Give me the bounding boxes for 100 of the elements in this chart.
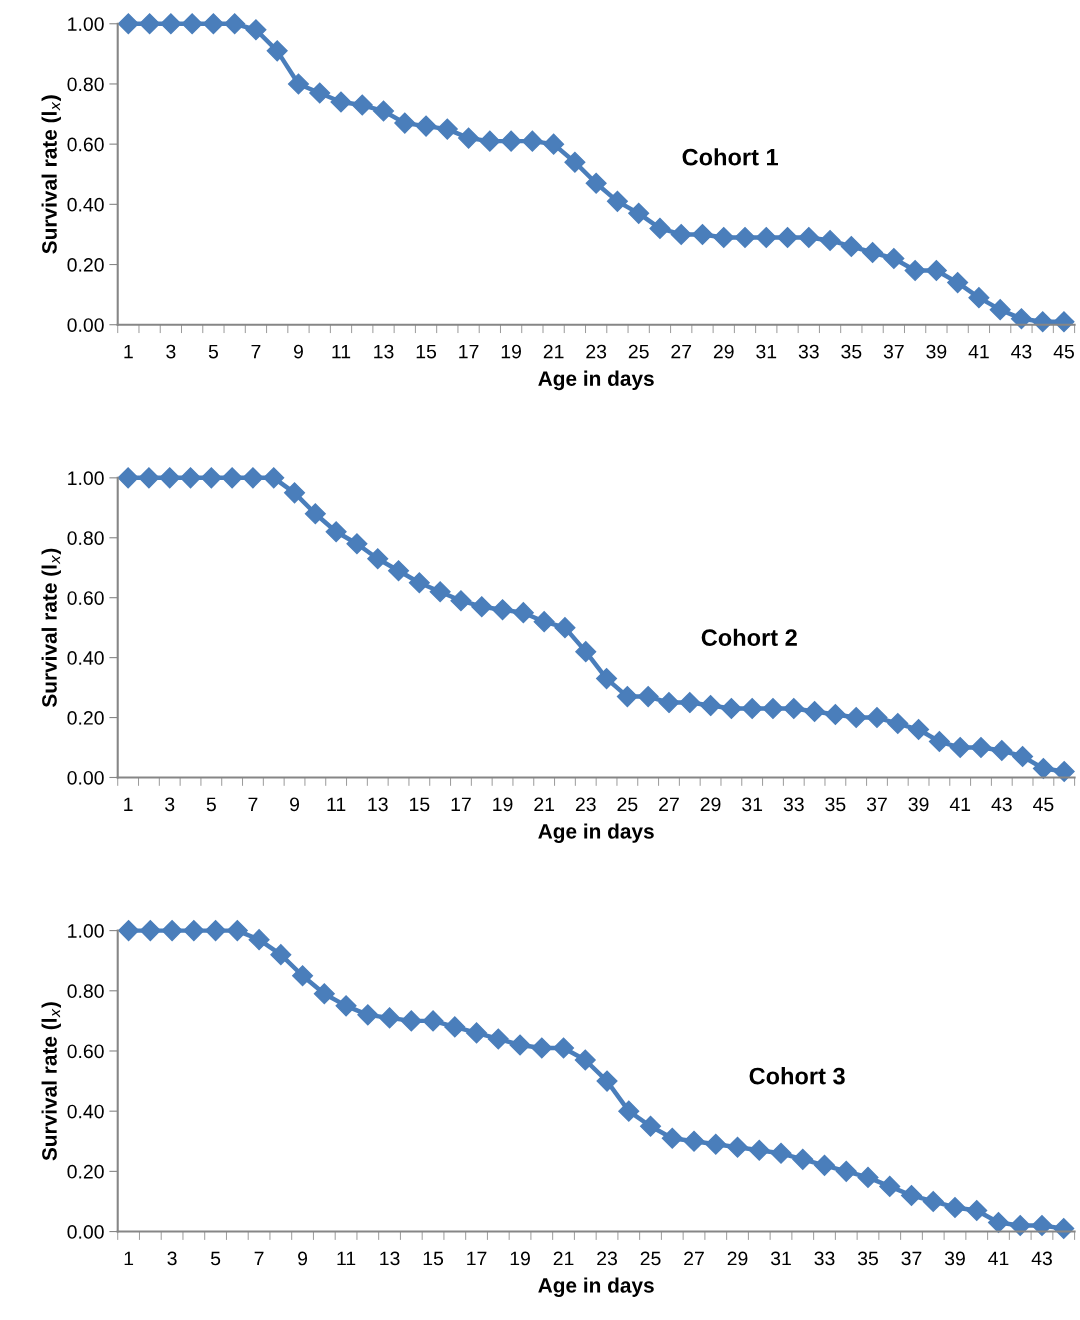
point	[245, 19, 267, 41]
point	[181, 13, 203, 35]
x-tick-label: 45	[1053, 344, 1074, 359]
x-tick-label: 13	[374, 344, 394, 359]
point	[691, 223, 713, 245]
x-tick-label: 19	[501, 344, 521, 359]
point	[713, 226, 735, 248]
point	[160, 13, 182, 35]
x-tick-label: 3	[167, 1251, 177, 1266]
x-tick-label: 19	[493, 797, 513, 812]
x-tick-label: 37	[901, 1251, 922, 1266]
point	[792, 1148, 814, 1170]
x-tick-label: 35	[841, 344, 862, 359]
point	[575, 641, 597, 663]
y-axis-title: Survival rate (l$_{x}$)	[41, 1002, 61, 1161]
x-tick-label: 7	[251, 344, 261, 359]
point	[683, 1130, 705, 1152]
y-tick-label: 0.40	[67, 1104, 104, 1119]
point	[309, 82, 331, 104]
point	[408, 572, 430, 594]
point	[835, 1160, 857, 1182]
point	[304, 503, 326, 525]
point	[640, 1115, 662, 1137]
point	[762, 698, 784, 720]
x-tick-label: 7	[254, 1251, 264, 1266]
point	[783, 698, 805, 720]
point	[554, 617, 576, 639]
point	[292, 965, 314, 987]
x-tick-label: 5	[210, 1251, 221, 1266]
point	[553, 1037, 575, 1059]
x-tick-label: 5	[208, 344, 218, 359]
point	[649, 217, 671, 239]
point	[1012, 745, 1034, 768]
point	[1053, 311, 1075, 333]
x-tick-label: 13	[380, 1251, 400, 1266]
point	[966, 1199, 988, 1222]
point	[734, 226, 756, 248]
y-tick-label: 0.60	[67, 1044, 104, 1059]
y-tick-label: 0.80	[67, 531, 104, 546]
point	[388, 560, 410, 582]
point	[284, 482, 306, 504]
point	[798, 226, 820, 248]
x-tick-label: 29	[700, 797, 721, 812]
point	[574, 1049, 596, 1071]
x-tick-label: 39	[926, 344, 947, 359]
x-tick-label: 7	[248, 797, 258, 812]
x-tick-label: 29	[727, 1251, 748, 1266]
point	[679, 692, 701, 714]
point	[509, 1034, 531, 1056]
x-tick-label: 45	[1033, 797, 1054, 812]
point	[637, 686, 659, 708]
point	[394, 112, 416, 134]
x-tick-label: 29	[713, 344, 734, 359]
point	[840, 235, 862, 257]
point	[458, 127, 480, 149]
x-tick-label: 1	[124, 797, 133, 812]
x-tick-label: 11	[337, 1251, 356, 1266]
y-tick-label: 0.00	[67, 1225, 104, 1239]
point	[883, 247, 905, 270]
y-tick-label: 1.00	[68, 471, 104, 486]
x-tick-label: 5	[206, 797, 216, 812]
point	[351, 94, 373, 116]
point	[904, 260, 926, 282]
point	[436, 118, 458, 140]
point	[379, 1007, 401, 1029]
y-tick-label: 1.00	[68, 17, 104, 31]
point	[618, 1100, 640, 1122]
point	[531, 1037, 553, 1059]
point	[139, 13, 161, 35]
point	[429, 581, 451, 603]
x-tick-label: 27	[659, 797, 679, 812]
x-tick-label: 31	[742, 797, 763, 812]
point	[263, 467, 285, 489]
point	[1031, 1215, 1053, 1237]
x-tick-label: 35	[857, 1251, 878, 1266]
x-tick-label: 15	[410, 797, 430, 812]
y-axis-title: Survival rate (l$_{x}$)	[41, 95, 61, 254]
x-tick-label: 33	[798, 344, 819, 359]
x-tick-label: 15	[416, 344, 437, 359]
point	[616, 686, 638, 708]
x-tick-label: 39	[944, 1251, 965, 1266]
x-tick-label: 1	[124, 1251, 134, 1266]
point	[819, 229, 841, 251]
point	[325, 521, 347, 543]
point	[824, 704, 846, 726]
y-axis-title: Survival rate (l$_{x}$)	[41, 548, 61, 708]
point	[991, 739, 1013, 762]
y-tick-label: 0.60	[67, 137, 104, 152]
point	[313, 983, 335, 1005]
x-tick-label: 35	[825, 797, 846, 812]
x-tick-label: 21	[553, 1251, 574, 1266]
annotation: Cohort 2	[701, 628, 797, 646]
point	[422, 1010, 444, 1032]
x-tick-label: 21	[543, 344, 564, 359]
point	[755, 226, 777, 248]
point	[900, 1184, 923, 1206]
point	[908, 719, 930, 741]
point	[705, 1133, 727, 1155]
point	[720, 698, 742, 720]
x-tick-label: 17	[467, 1251, 487, 1266]
